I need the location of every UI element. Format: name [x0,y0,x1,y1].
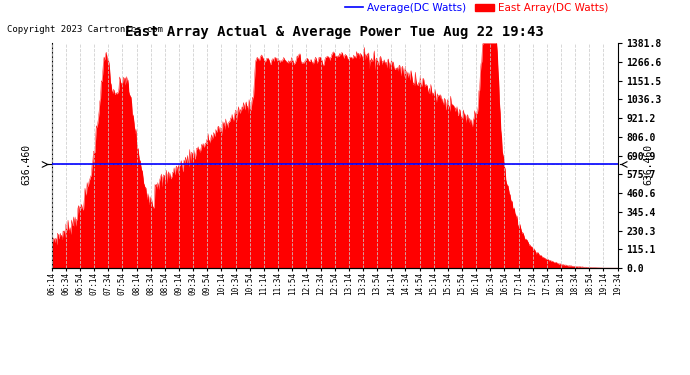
Title: East Array Actual & Average Power Tue Aug 22 19:43: East Array Actual & Average Power Tue Au… [126,25,544,39]
Text: 636.460: 636.460 [644,144,653,185]
Text: 636.460: 636.460 [21,144,31,185]
Text: Copyright 2023 Cartronics.com: Copyright 2023 Cartronics.com [7,25,163,34]
Legend: Average(DC Watts), East Array(DC Watts): Average(DC Watts), East Array(DC Watts) [340,0,612,17]
